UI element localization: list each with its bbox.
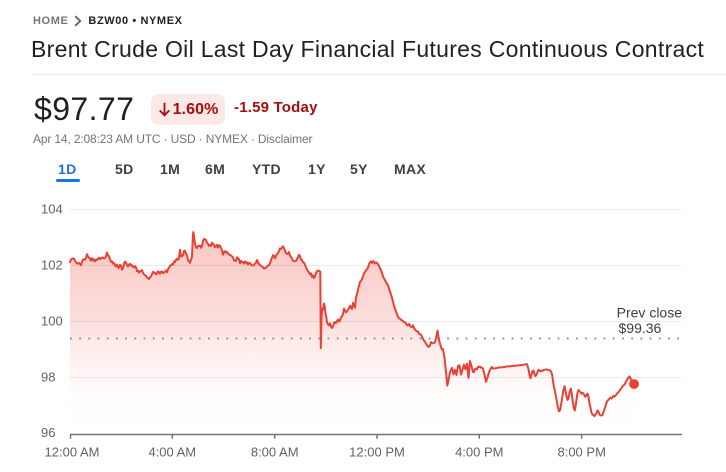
svg-text:8:00 PM: 8:00 PM	[557, 445, 605, 460]
svg-text:8:00 AM: 8:00 AM	[251, 445, 299, 460]
svg-text:4:00 PM: 4:00 PM	[455, 445, 503, 460]
svg-text:4:00 AM: 4:00 AM	[148, 445, 196, 460]
svg-text:104: 104	[41, 202, 63, 217]
svg-text:Prev close: Prev close	[617, 305, 683, 321]
svg-text:98: 98	[41, 370, 55, 385]
svg-text:12:00 PM: 12:00 PM	[349, 445, 405, 460]
svg-text:$99.36: $99.36	[619, 320, 662, 336]
svg-text:96: 96	[41, 425, 55, 440]
svg-text:12:00 AM: 12:00 AM	[45, 445, 100, 460]
svg-text:100: 100	[41, 314, 63, 329]
svg-text:102: 102	[41, 258, 63, 273]
